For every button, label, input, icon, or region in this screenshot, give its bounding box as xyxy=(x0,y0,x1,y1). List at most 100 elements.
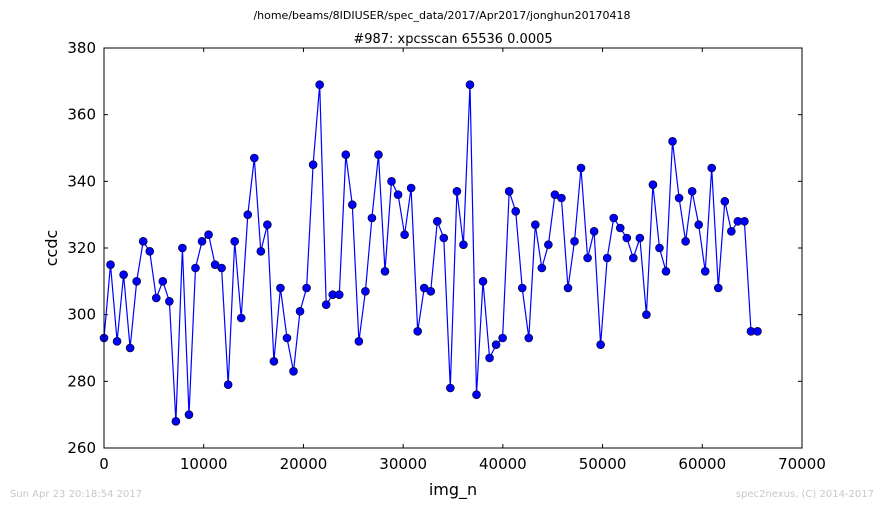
data-point xyxy=(269,357,279,366)
data-point xyxy=(406,183,416,193)
data-point xyxy=(302,283,311,293)
x-tick-label: 70000 xyxy=(778,455,826,473)
data-point xyxy=(112,337,122,346)
x-tick-label: 40000 xyxy=(479,455,527,473)
data-point xyxy=(727,227,736,236)
data-point xyxy=(648,180,658,189)
data-point xyxy=(243,210,253,219)
data-point xyxy=(393,190,403,199)
data-point xyxy=(694,220,703,229)
data-point xyxy=(106,260,115,269)
data-point xyxy=(740,217,749,226)
data-point xyxy=(223,380,233,389)
data-point xyxy=(236,313,246,323)
data-point xyxy=(504,187,514,196)
y-tick-label: 300 xyxy=(67,306,96,324)
data-point xyxy=(544,240,553,249)
data-point xyxy=(184,410,194,419)
data-point xyxy=(171,417,181,426)
data-point xyxy=(334,290,344,299)
data-point xyxy=(178,243,187,253)
data-point xyxy=(354,337,364,346)
data-point xyxy=(249,153,259,163)
data-point xyxy=(432,217,442,226)
x-tick-label: 60000 xyxy=(678,455,726,473)
data-point xyxy=(687,187,697,196)
data-point xyxy=(517,283,527,293)
data-point xyxy=(583,253,592,263)
data-point xyxy=(753,327,762,336)
figure-suptitle: /home/beams/8IDIUSER/spec_data/2017/Apr2… xyxy=(253,9,630,22)
data-point xyxy=(531,220,540,229)
data-point xyxy=(387,177,396,186)
data-point xyxy=(374,150,383,159)
y-tick-label: 320 xyxy=(67,239,96,257)
data-point xyxy=(361,287,370,296)
x-tick-label: 30000 xyxy=(379,455,427,473)
data-point xyxy=(674,193,684,203)
data-point xyxy=(452,187,462,196)
data-point xyxy=(668,137,677,146)
y-tick-label: 260 xyxy=(67,439,96,457)
data-point xyxy=(511,207,521,216)
data-point xyxy=(615,223,625,233)
data-point xyxy=(537,263,547,273)
data-point xyxy=(557,193,566,203)
y-tick-label: 280 xyxy=(67,372,96,390)
data-point xyxy=(158,277,168,286)
series-layer xyxy=(99,80,762,426)
series-line xyxy=(103,84,758,422)
data-point xyxy=(472,390,481,399)
y-tick-label: 360 xyxy=(67,106,96,124)
data-point xyxy=(707,163,717,173)
data-point xyxy=(609,213,619,223)
footer-timestamp: Sun Apr 23 20:18:54 2017 xyxy=(10,489,142,500)
data-point xyxy=(125,343,135,353)
data-point xyxy=(151,293,161,303)
data-point xyxy=(289,367,298,376)
x-tick-label: 10000 xyxy=(180,455,228,473)
data-point xyxy=(132,277,141,286)
data-point xyxy=(446,383,455,393)
data-point xyxy=(642,310,651,319)
x-tick-label: 0 xyxy=(99,455,109,473)
data-point xyxy=(276,283,285,293)
data-point xyxy=(217,263,226,273)
data-point xyxy=(348,200,357,209)
data-point xyxy=(197,237,207,246)
data-point xyxy=(459,240,468,249)
data-point xyxy=(498,333,507,343)
data-point xyxy=(263,220,272,229)
data-point xyxy=(720,197,730,206)
data-point xyxy=(119,270,128,279)
data-point xyxy=(563,283,573,293)
data-point xyxy=(596,340,605,349)
data-point xyxy=(491,340,501,349)
data-point xyxy=(655,243,664,253)
data-point xyxy=(380,267,390,276)
data-point xyxy=(295,307,305,316)
data-point xyxy=(713,283,723,293)
data-point xyxy=(165,297,174,306)
data-point xyxy=(439,233,449,243)
data-point xyxy=(308,160,318,169)
y-tick-label: 340 xyxy=(67,172,96,190)
y-tick-label: 380 xyxy=(67,39,96,57)
data-point xyxy=(622,233,632,243)
data-point xyxy=(400,230,409,239)
data-point xyxy=(570,237,579,246)
data-point xyxy=(576,163,586,173)
x-axis-label: img_n xyxy=(429,480,477,500)
data-point xyxy=(138,237,148,246)
data-point xyxy=(282,333,292,343)
data-point xyxy=(256,247,266,256)
axis-ticks: 0 10000 20000 30000 40000 50000 60000 70000 260 2… xyxy=(67,39,826,473)
data-point xyxy=(413,327,422,336)
data-point xyxy=(700,267,710,276)
y-axis-label: ccdc xyxy=(42,230,61,267)
data-point xyxy=(629,253,638,263)
data-point xyxy=(478,277,488,286)
data-point xyxy=(191,263,200,273)
data-point xyxy=(204,230,213,239)
